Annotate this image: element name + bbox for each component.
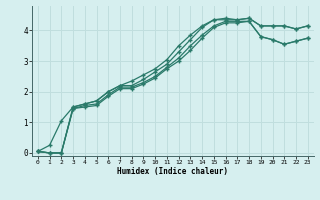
X-axis label: Humidex (Indice chaleur): Humidex (Indice chaleur) bbox=[117, 167, 228, 176]
